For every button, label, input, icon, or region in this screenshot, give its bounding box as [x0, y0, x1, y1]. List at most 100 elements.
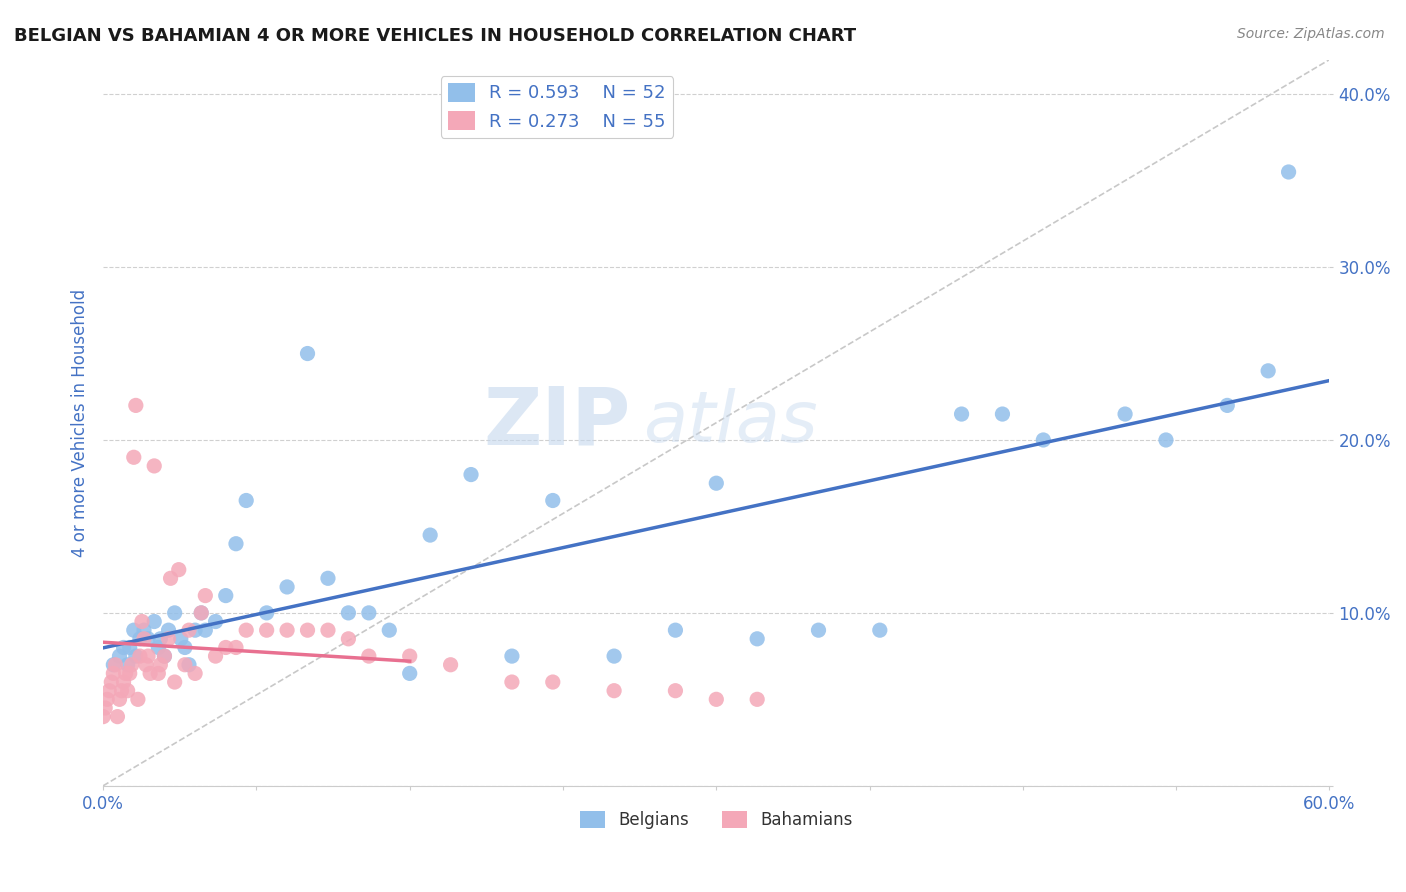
Point: [807, 623, 830, 637]
Point: [541, 493, 564, 508]
Point: [100, 675, 122, 690]
Point: [153, 649, 176, 664]
Point: [991, 407, 1014, 421]
Point: [139, 666, 162, 681]
Point: [194, 623, 217, 637]
Point: [1032, 433, 1054, 447]
Point: [159, 571, 181, 585]
Text: atlas: atlas: [643, 388, 817, 458]
Point: [94, 701, 117, 715]
Point: [184, 666, 207, 681]
Point: [664, 623, 686, 637]
Point: [190, 606, 212, 620]
Point: [117, 657, 139, 672]
Point: [173, 640, 195, 655]
Point: [107, 709, 129, 723]
Point: [96, 692, 118, 706]
Text: Source: ZipAtlas.com: Source: ZipAtlas.com: [1237, 27, 1385, 41]
Point: [136, 632, 159, 646]
Point: [104, 657, 127, 672]
Point: [117, 683, 139, 698]
Point: [1216, 398, 1239, 412]
Point: [215, 589, 238, 603]
Point: [225, 640, 247, 655]
Point: [170, 632, 193, 646]
Point: [1154, 433, 1177, 447]
Point: [98, 683, 121, 698]
Point: [148, 640, 170, 655]
Point: [603, 649, 626, 664]
Point: [439, 657, 461, 672]
Point: [163, 606, 186, 620]
Point: [122, 450, 145, 465]
Point: [541, 675, 564, 690]
Point: [177, 657, 200, 672]
Y-axis label: 4 or more Vehicles in Household: 4 or more Vehicles in Household: [72, 289, 89, 557]
Point: [747, 692, 769, 706]
Point: [419, 528, 441, 542]
Point: [215, 640, 238, 655]
Point: [194, 589, 217, 603]
Point: [157, 623, 180, 637]
Point: [129, 632, 152, 646]
Point: [357, 649, 380, 664]
Point: [204, 615, 226, 629]
Point: [460, 467, 482, 482]
Point: [103, 666, 125, 681]
Point: [664, 683, 686, 698]
Point: [184, 623, 207, 637]
Point: [190, 606, 212, 620]
Point: [149, 632, 172, 646]
Point: [91, 709, 114, 723]
Point: [132, 623, 155, 637]
Point: [603, 683, 626, 698]
Point: [173, 657, 195, 672]
Point: [129, 649, 152, 664]
Point: [704, 692, 727, 706]
Point: [132, 632, 155, 646]
Point: [157, 632, 180, 646]
Point: [1257, 364, 1279, 378]
Point: [378, 623, 401, 637]
Point: [256, 623, 278, 637]
Point: [357, 606, 380, 620]
Point: [167, 563, 190, 577]
Point: [1114, 407, 1136, 421]
Point: [256, 606, 278, 620]
Point: [276, 580, 298, 594]
Point: [112, 675, 135, 690]
Point: [149, 657, 172, 672]
Point: [108, 649, 131, 664]
Point: [316, 571, 339, 585]
Point: [225, 537, 247, 551]
Point: [501, 649, 523, 664]
Point: [136, 649, 159, 664]
Point: [316, 623, 339, 637]
Point: [108, 692, 131, 706]
Point: [869, 623, 891, 637]
Point: [122, 623, 145, 637]
Point: [110, 683, 132, 698]
Point: [297, 623, 319, 637]
Point: [398, 649, 420, 664]
Point: [153, 649, 176, 664]
Text: ZIP: ZIP: [484, 384, 630, 462]
Point: [127, 692, 149, 706]
Text: BELGIAN VS BAHAMIAN 4 OR MORE VEHICLES IN HOUSEHOLD CORRELATION CHART: BELGIAN VS BAHAMIAN 4 OR MORE VEHICLES I…: [14, 27, 856, 45]
Point: [118, 640, 141, 655]
Point: [501, 675, 523, 690]
Point: [337, 606, 360, 620]
Point: [143, 458, 166, 473]
Point: [112, 640, 135, 655]
Point: [398, 666, 420, 681]
Point: [177, 623, 200, 637]
Point: [950, 407, 973, 421]
Point: [148, 666, 170, 681]
Point: [135, 657, 157, 672]
Point: [276, 623, 298, 637]
Point: [204, 649, 226, 664]
Point: [114, 666, 136, 681]
Point: [118, 666, 141, 681]
Point: [163, 675, 186, 690]
Point: [337, 632, 360, 646]
